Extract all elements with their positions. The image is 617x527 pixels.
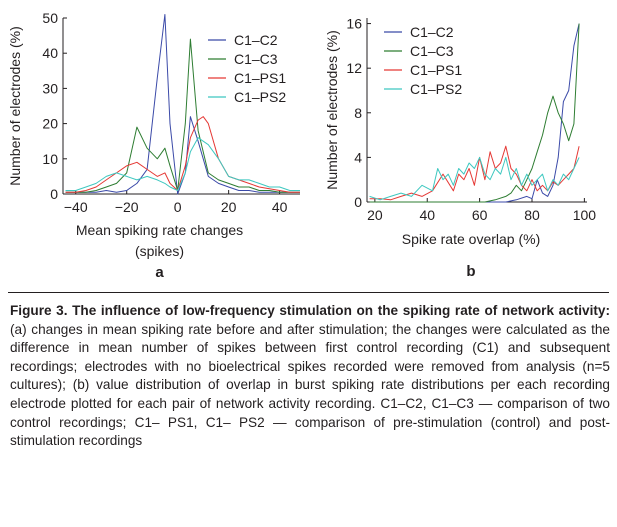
series-line-c1-ps2 [65, 137, 300, 191]
x-axis-title-line2: (spikes) [135, 243, 184, 259]
y-tick-label: 40 [42, 45, 58, 61]
caption-body: (a) changes in mean spiking rate before … [10, 321, 610, 449]
x-tick-label: 20 [221, 199, 237, 215]
y-tick-label: 0 [50, 186, 58, 202]
legend: C1–C2 C1–C3 C1–PS1 C1–PS2 [208, 32, 286, 105]
x-axis-title: Mean spiking rate changes [76, 222, 243, 238]
x-tick-label: 20 [367, 207, 383, 223]
y-tick-label: 12 [346, 60, 362, 76]
y-tick-label: 0 [354, 194, 362, 210]
legend-label: C1–C3 [234, 51, 278, 67]
legend-label: C1–PS1 [234, 70, 286, 86]
series-line-c1-ps1 [369, 145, 580, 201]
y-tick-label: 4 [354, 149, 362, 165]
x-tick-label: 100 [573, 207, 597, 223]
chart-panel-a: 0 10 20 30 40 50 −40 −20 0 20 40 Number of electrod… [7, 10, 300, 281]
series-line-c1-ps1 [65, 116, 300, 193]
series-line-c1-c3 [65, 38, 300, 193]
y-tick-label: 20 [42, 116, 58, 132]
x-tick-label: −20 [115, 199, 139, 215]
x-tick-label: 40 [419, 207, 435, 223]
legend-label: C1–C2 [234, 32, 278, 48]
y-axis-title: Number of electrodes (%) [324, 30, 340, 190]
panel-label: a [155, 264, 164, 281]
series-line-c1-c3 [369, 23, 580, 203]
legend-label: C1–C3 [410, 43, 454, 59]
x-tick-label: 80 [524, 207, 540, 223]
panel-label: b [466, 263, 475, 280]
x-tick-label: −40 [64, 199, 88, 215]
legend-label: C1–PS2 [410, 81, 462, 97]
y-tick-label: 30 [42, 80, 58, 96]
y-tick-label: 16 [346, 16, 362, 32]
x-axis-title: Spike rate overlap (%) [402, 231, 541, 247]
x-tick-label: 40 [272, 199, 288, 215]
legend: C1–C2 C1–C3 C1–PS1 C1–PS2 [384, 24, 462, 97]
x-tick-label: 0 [174, 199, 182, 215]
chart-panel-b: 0 4 8 12 16 20 40 60 80 100 Number of electrodes (… [324, 16, 596, 280]
y-tick-label: 8 [354, 105, 362, 121]
series-line-c1-c2 [65, 14, 300, 195]
y-axis-title: Number of electrodes (%) [7, 26, 23, 186]
legend-label: C1–PS2 [234, 89, 286, 105]
y-tick-label: 50 [42, 10, 58, 26]
series-line-c1-ps2 [369, 156, 580, 201]
legend-label: C1–C2 [410, 24, 454, 40]
figure-caption: Figure 3. The influence of low-frequency… [10, 302, 610, 451]
caption-divider [8, 292, 609, 293]
x-tick-label: 60 [472, 207, 488, 223]
caption-title: Figure 3. The influence of low-frequency… [10, 303, 610, 318]
legend-label: C1–PS1 [410, 62, 462, 78]
y-tick-label: 10 [42, 151, 58, 167]
